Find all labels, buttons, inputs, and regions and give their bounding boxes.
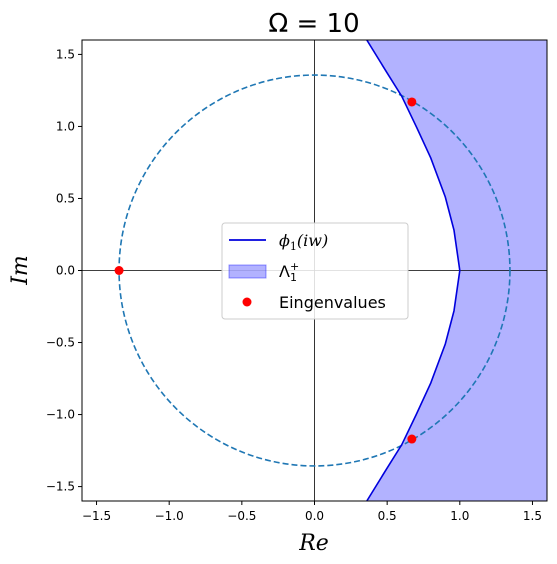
legend-curve-label: ϕ1(iw) xyxy=(279,231,328,253)
x-tick-label: 0.5 xyxy=(378,509,397,523)
y-tick-label: −1.5 xyxy=(46,480,75,494)
eigenvalue-point-3 xyxy=(407,434,417,444)
y-tick-label: 0.0 xyxy=(56,264,75,278)
x-tick-label: −1.0 xyxy=(155,509,184,523)
y-axis-ticks: −1.5 −1.0 −0.5 0.0 0.5 1.0 1.5 xyxy=(46,47,82,494)
x-tick-label: 0.0 xyxy=(305,509,324,523)
region-lambda1-plus xyxy=(366,40,547,501)
chart-title: Ω = 10 xyxy=(268,9,359,39)
y-tick-label: 1.0 xyxy=(56,119,75,133)
phi1-curve xyxy=(366,40,461,501)
y-tick-label: −0.5 xyxy=(46,336,75,350)
legend-eigen-swatch xyxy=(242,297,252,307)
y-tick-label: 1.5 xyxy=(56,47,75,61)
y-tick-label: 0.5 xyxy=(56,191,75,205)
x-tick-label: 1.5 xyxy=(523,509,542,523)
eigenvalue-point-1 xyxy=(114,266,124,275)
y-axis-label: Im xyxy=(8,255,33,286)
legend-eigen-label: Eingenvalues xyxy=(279,293,386,312)
x-axis-ticks: −1.5 −1.0 −0.5 0.0 0.5 1.0 1.5 xyxy=(82,501,542,523)
legend-region-label: Λ1+ xyxy=(279,260,299,284)
legend-region-swatch xyxy=(228,264,267,279)
legend: ϕ1(iw) Λ1+ Eingenvalues xyxy=(221,222,409,320)
x-tick-label: −0.5 xyxy=(227,509,256,523)
x-tick-label: 1.0 xyxy=(450,509,469,523)
eigenvalue-points xyxy=(114,97,417,444)
x-tick-label: −1.5 xyxy=(82,509,111,523)
y-tick-label: −1.0 xyxy=(46,408,75,422)
legend-box xyxy=(221,222,409,320)
eigenvalue-point-2 xyxy=(407,97,417,107)
x-axis-label: Re xyxy=(298,531,329,556)
